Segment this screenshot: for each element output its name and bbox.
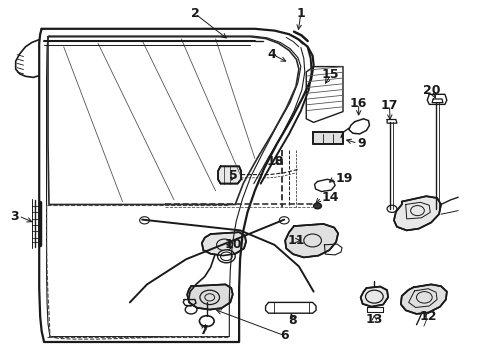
Polygon shape	[401, 284, 447, 314]
Text: 9: 9	[358, 137, 367, 150]
Text: 20: 20	[423, 84, 441, 97]
Polygon shape	[313, 132, 343, 144]
Text: 7: 7	[199, 324, 208, 337]
Circle shape	[218, 250, 235, 263]
Text: 14: 14	[321, 191, 339, 204]
Polygon shape	[218, 166, 241, 184]
Text: 15: 15	[322, 68, 340, 81]
Text: 5: 5	[229, 169, 238, 182]
Text: 1: 1	[296, 7, 305, 20]
Polygon shape	[202, 232, 246, 256]
Polygon shape	[187, 284, 233, 310]
Text: 6: 6	[280, 329, 289, 342]
Text: 17: 17	[381, 99, 398, 112]
Text: 11: 11	[288, 234, 305, 247]
Text: 16: 16	[350, 97, 368, 110]
Text: 18: 18	[267, 156, 284, 168]
Text: 8: 8	[289, 314, 297, 327]
Text: 4: 4	[268, 48, 276, 60]
Text: 10: 10	[224, 238, 242, 251]
Polygon shape	[361, 287, 388, 307]
Text: 2: 2	[191, 7, 199, 20]
Polygon shape	[394, 196, 441, 230]
Text: 19: 19	[335, 172, 352, 185]
Text: 12: 12	[420, 310, 438, 323]
Circle shape	[314, 203, 321, 209]
Text: 3: 3	[10, 210, 19, 222]
Text: 13: 13	[366, 313, 383, 326]
Polygon shape	[285, 224, 338, 257]
